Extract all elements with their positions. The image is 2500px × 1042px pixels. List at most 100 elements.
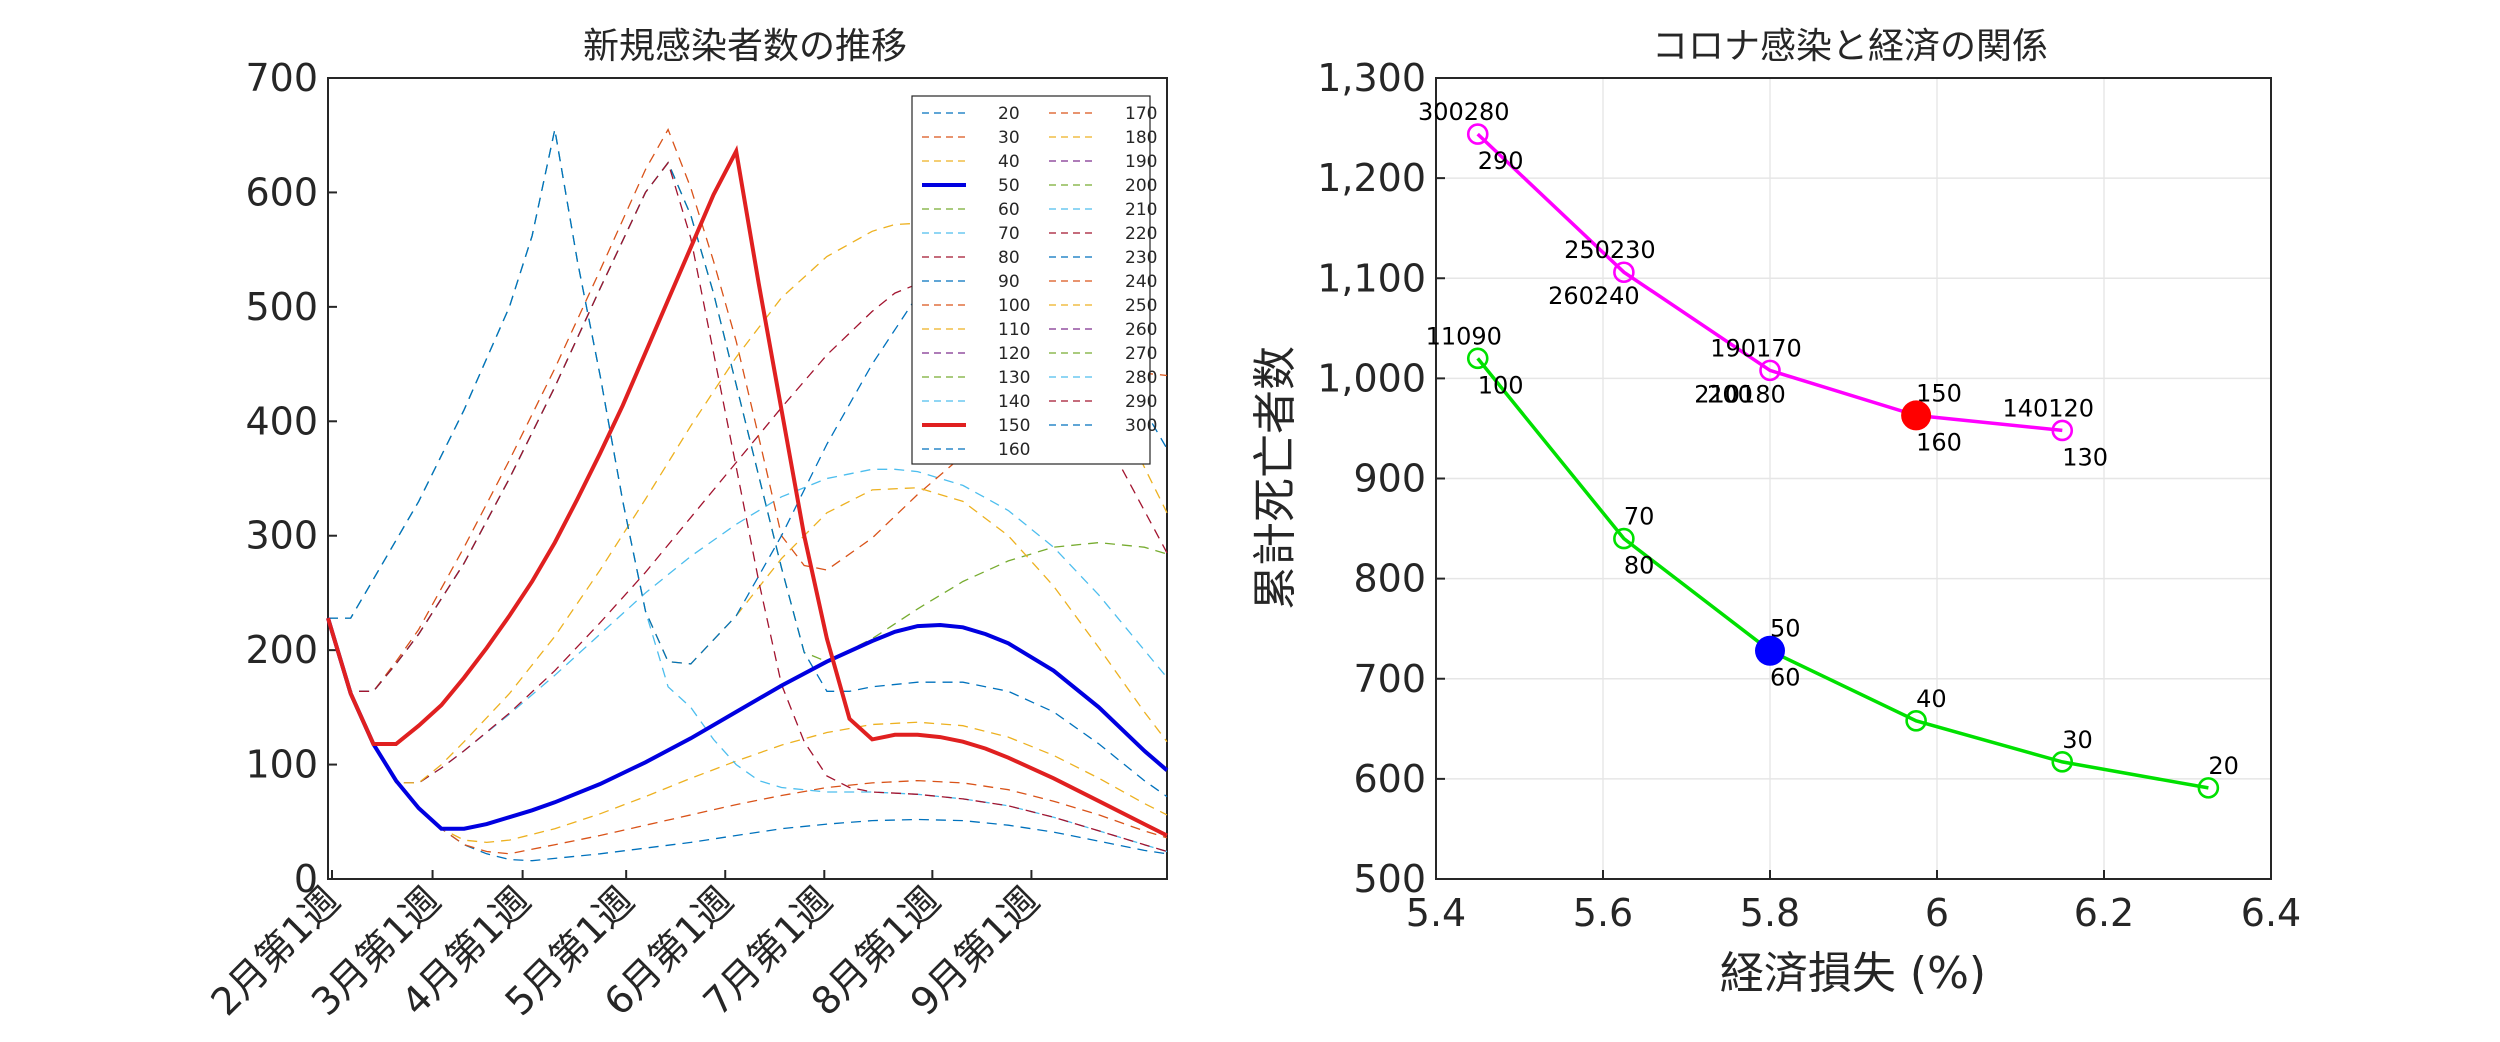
left-y-axis: 0 100 200 300 400 500 600 700: [245, 56, 337, 901]
x-tick-label: 5.8: [1740, 891, 1800, 935]
point-marker-green: [1905, 710, 1927, 732]
point-marker-magenta: [1466, 123, 1489, 145]
legend-label-20: 20: [998, 104, 1020, 124]
point-annotation: 70: [1624, 503, 1655, 531]
y-tick-label: 400: [245, 399, 318, 443]
y-tick-label: 600: [245, 170, 318, 214]
legend-label-270: 270: [1125, 344, 1157, 364]
y-tick-label: 100: [245, 743, 318, 787]
point-annotation: 290: [1478, 147, 1524, 175]
legend-label-60: 60: [998, 200, 1020, 220]
y-tick-label: 0: [294, 857, 318, 901]
point-annotation: 11090: [1426, 322, 1502, 350]
point-marker-magenta: [1759, 359, 1781, 382]
right-x-axis-label: 経済損失 (%): [1720, 948, 1986, 999]
y-tick-label: 200: [245, 628, 318, 672]
legend-label-290: 290: [1125, 392, 1157, 412]
y-tick-label: 1,300: [1317, 56, 1426, 100]
legend-label-200: 200: [1125, 176, 1157, 196]
infection-trend-chart: 新規感染者数の推移 0 100 200 300 400 500 600 700 2月第1週3月…: [202, 26, 1169, 1024]
legend-label-140: 140: [998, 392, 1030, 412]
legend-label-170: 170: [1125, 104, 1157, 124]
series-line-160: [327, 161, 1168, 798]
highlight-point-1: [1901, 400, 1932, 431]
legend-box: [911, 95, 1151, 465]
right-chart-title: コロナ感染と経済の関係: [1652, 26, 2048, 67]
legend: 20 30 40 50 60 70 80 90 100 110 120 130 140 150 160 170…: [911, 95, 1157, 465]
y-tick-label: 900: [1353, 457, 1426, 501]
legend-label-100: 100: [998, 296, 1030, 316]
series-line-70: [327, 468, 1168, 784]
economy-vs-deaths-chart: コロナ感染と経済の関係 500 600 700 800 900 1,000 1,100 1,2…: [1250, 26, 2301, 999]
legend-label-180: 180: [1125, 128, 1157, 148]
left-chart-title: 新規感染者数の推移: [583, 26, 907, 67]
y-tick-label: 1,000: [1317, 356, 1426, 400]
y-tick-label: 1,100: [1317, 256, 1426, 300]
point-annotation: 100: [1478, 371, 1524, 399]
point-annotation: 260240: [1548, 282, 1640, 310]
point-marker-green: [2051, 751, 2074, 773]
curve-magenta: [1476, 132, 2063, 433]
point-annotation: 80: [1624, 552, 1655, 580]
y-tick-label: 500: [245, 285, 318, 329]
point-marker-green: [1466, 347, 1489, 370]
point-marker-magenta: [1613, 261, 1635, 284]
point-marker-green: [1613, 527, 1635, 550]
legend-label-80: 80: [998, 248, 1020, 268]
legend-label-190: 190: [1125, 152, 1157, 172]
y-tick-label: 600: [1353, 757, 1426, 801]
right-y-axis: 500 600 700 800 900 1,000 1,100 1,200 1,300: [1317, 56, 1445, 901]
legend-label-70: 70: [998, 224, 1020, 244]
y-tick-label: 700: [1353, 657, 1426, 701]
series-line-150: [326, 145, 1168, 838]
y-tick-label: 300: [245, 514, 318, 558]
legend-label-130: 130: [998, 368, 1030, 388]
legend-label-250: 250: [1125, 296, 1157, 316]
y-tick-label: 500: [1353, 857, 1426, 901]
point-marker-magenta: [2051, 419, 2074, 442]
series-line-300: [328, 129, 1168, 665]
point-annotation: 160: [1916, 428, 1962, 456]
y-tick-label: 800: [1353, 557, 1426, 601]
point-annotation: 210180: [1694, 380, 1786, 408]
highlight-point-0: [1755, 635, 1785, 666]
x-tick-label: 5.4: [1406, 891, 1466, 935]
point-annotation: 200: [1707, 380, 1753, 408]
point-marker-green: [2197, 777, 2220, 799]
x-tick-label: 5.6: [1573, 891, 1633, 935]
legend-label-120: 120: [998, 344, 1030, 364]
legend-label-50: 50: [998, 176, 1020, 196]
legend-label-160: 160: [998, 440, 1030, 460]
x-tick-label: 6.2: [2074, 891, 2134, 935]
right-y-axis-label: 累計死亡者数: [1250, 346, 1301, 610]
legend-label-90: 90: [998, 272, 1020, 292]
point-annotation: 30: [2062, 726, 2093, 754]
point-annotation: 140120: [2002, 394, 2094, 422]
point-annotation: 130: [2062, 443, 2108, 471]
point-annotation: 250230: [1564, 236, 1656, 264]
legend-label-240: 240: [1125, 272, 1157, 292]
point-annotation: 20: [2208, 752, 2239, 780]
legend-label-300: 300: [1125, 416, 1157, 436]
point-annotation: 40: [1916, 685, 1947, 713]
y-tick-label: 1,200: [1317, 156, 1426, 200]
point-annotation: 60: [1770, 664, 1801, 692]
x-tick-label: 6.4: [2241, 891, 2301, 935]
legend-label-30: 30: [998, 128, 1020, 148]
legend-label-280: 280: [1125, 368, 1157, 388]
legend-label-220: 220: [1125, 224, 1157, 244]
right-x-axis: 5.4 5.6 5.8 6 6.2 6.4: [1406, 870, 2301, 935]
legend-label-210: 210: [1125, 200, 1157, 220]
legend-label-260: 260: [1125, 320, 1157, 340]
legend-label-230: 230: [1125, 248, 1157, 268]
point-annotation: 190170: [1710, 334, 1802, 362]
right-series-group: 1109010070805060403020300280290250230260…: [1418, 98, 2239, 799]
series-line-50: [326, 617, 1169, 831]
curve-green: [1476, 357, 2209, 790]
point-annotation: 300280: [1418, 98, 1510, 126]
x-tick-label: 6: [1925, 891, 1949, 935]
y-tick-label: 700: [245, 56, 318, 100]
series-line-290: [327, 161, 1168, 853]
